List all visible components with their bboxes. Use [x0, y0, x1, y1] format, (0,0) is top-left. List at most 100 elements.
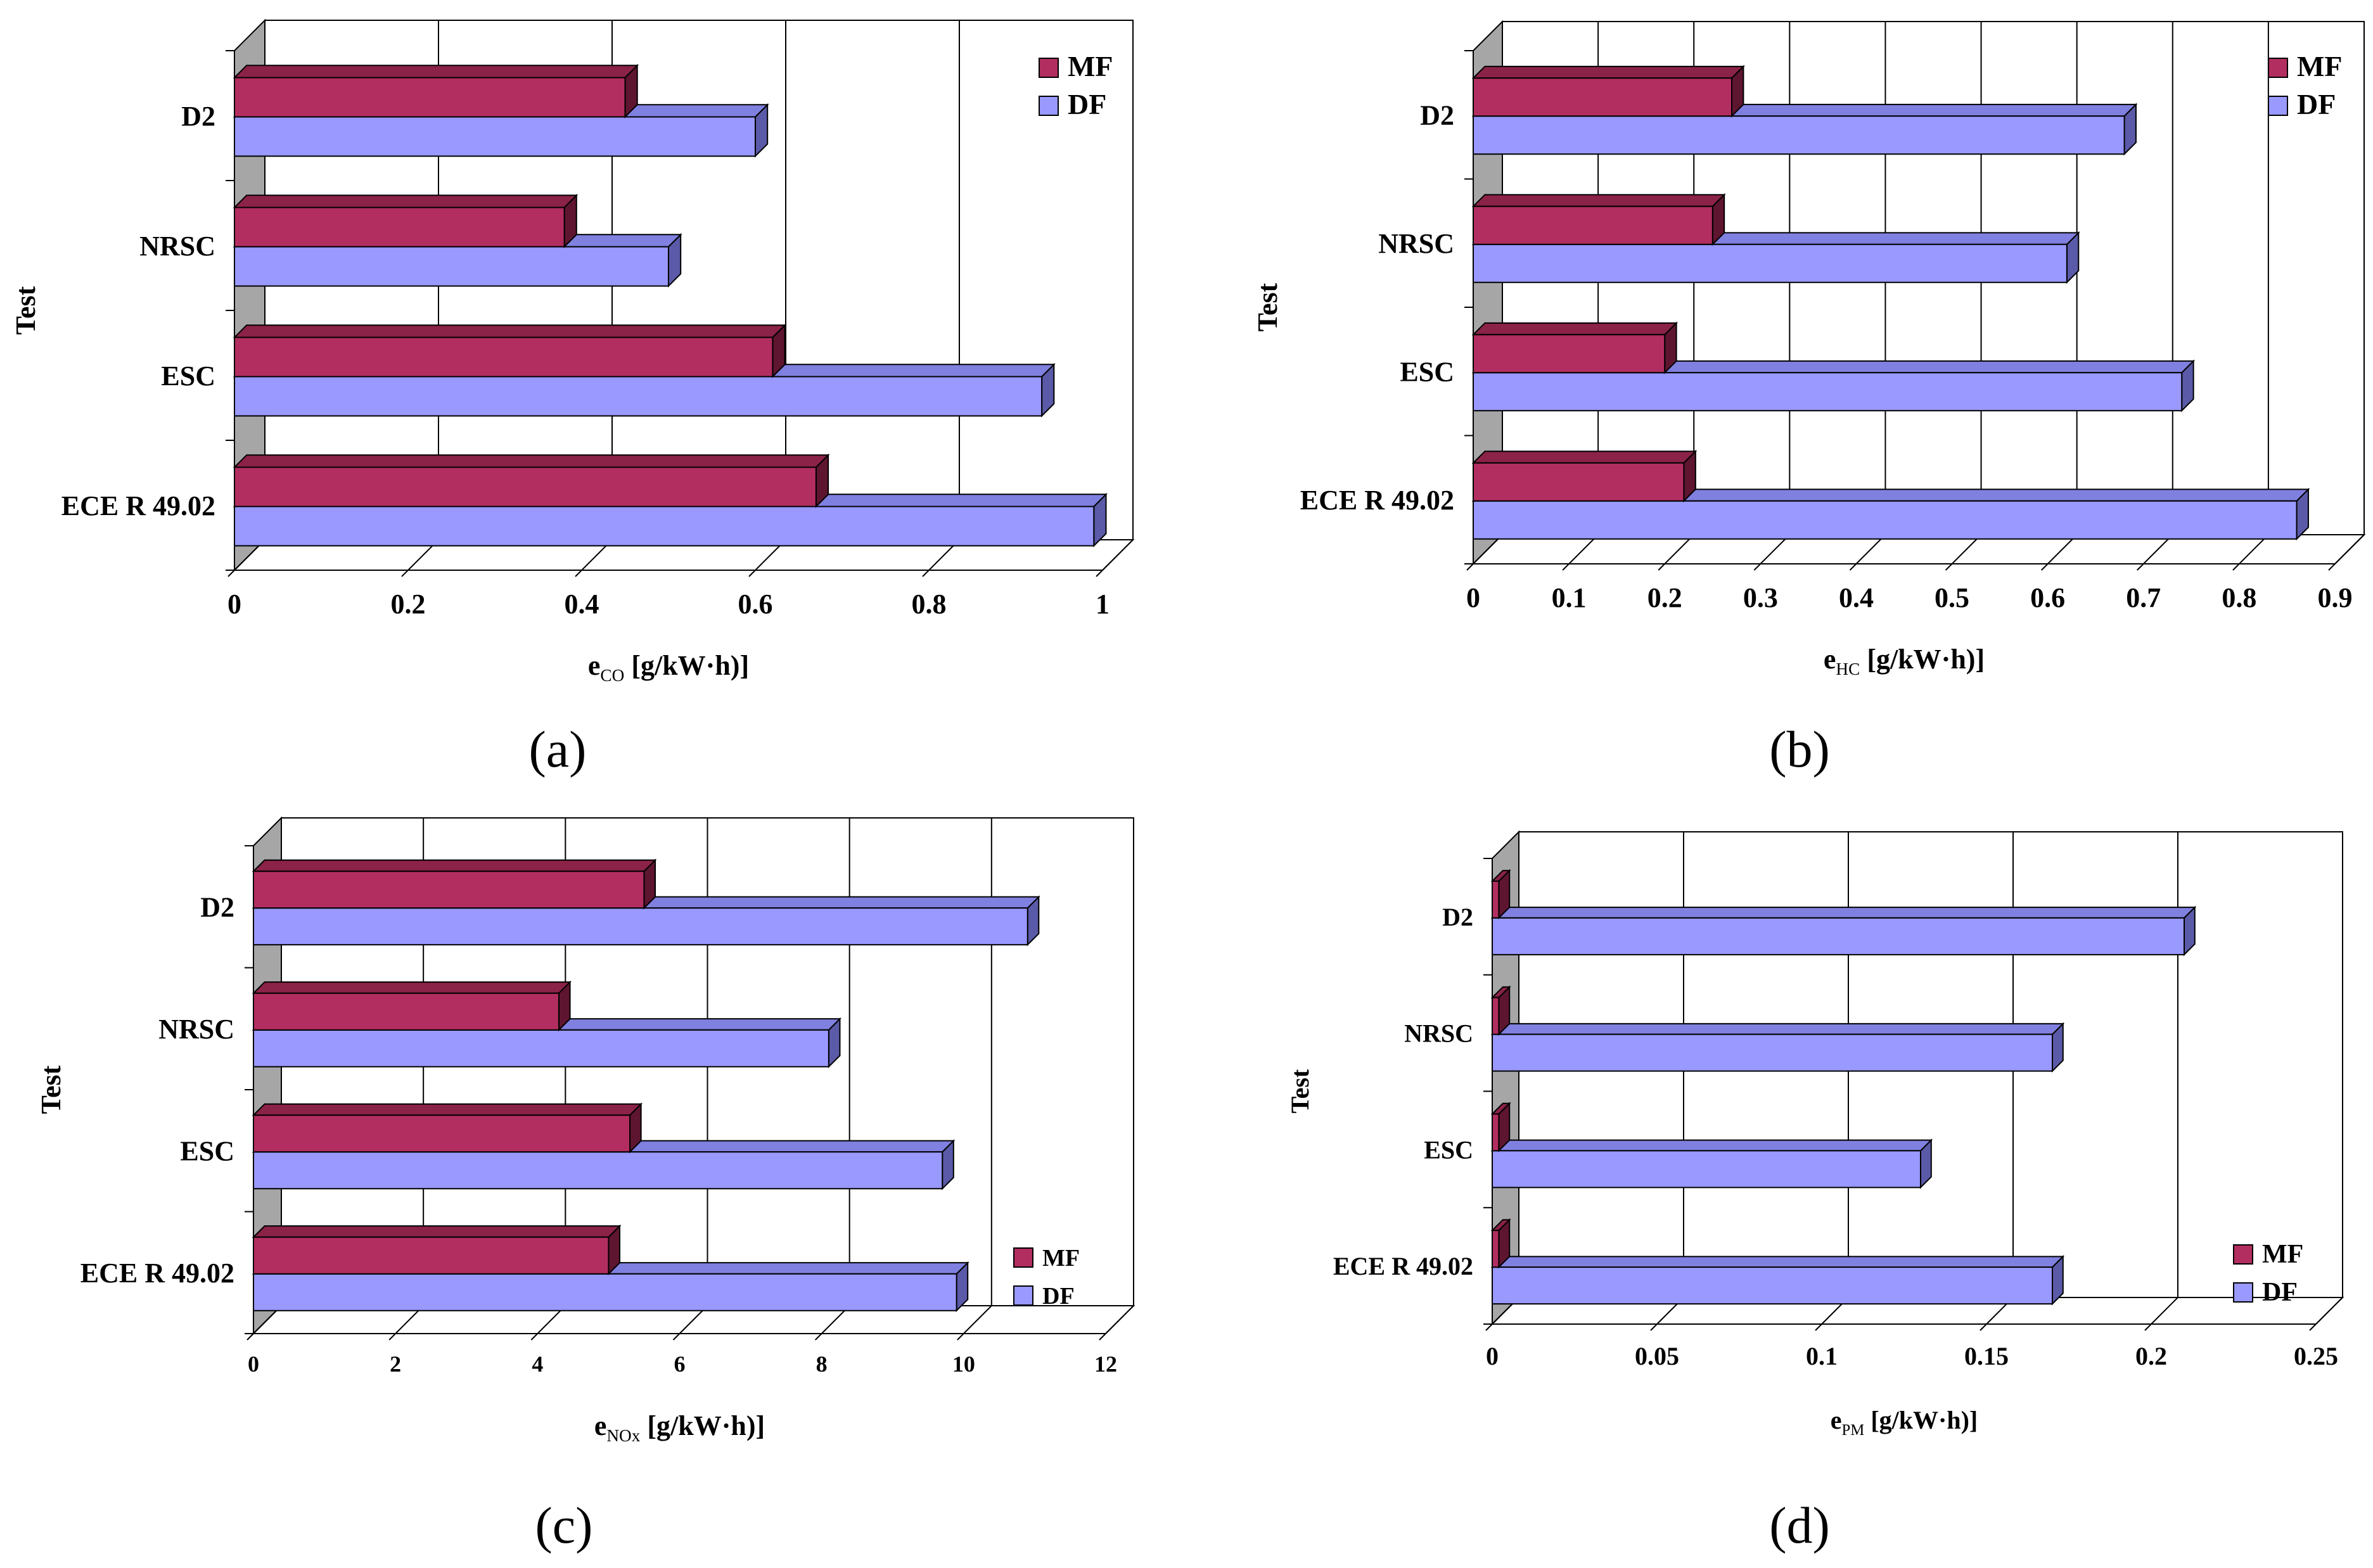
x-tick-label: 0.4 [565, 589, 599, 620]
bar-mf [1471, 449, 1698, 503]
x-tick-mark [1753, 563, 1762, 571]
x-tick-label: 12 [1094, 1351, 1117, 1377]
bar-mf [233, 323, 787, 378]
floor-gridline [2334, 534, 2365, 564]
bar-df-top [1490, 907, 2197, 919]
bar-mf-front [1473, 77, 1732, 117]
x-axis-title-sub: NOx [606, 1426, 640, 1445]
bar-mf-front [234, 77, 626, 118]
legend-label-mf: MF [2262, 1240, 2303, 1269]
bar-mf [252, 980, 572, 1032]
category-label: D2 [200, 892, 234, 923]
bar-df-front [1473, 372, 2183, 412]
bar-df [1471, 487, 2310, 541]
legend-swatch-df [1039, 96, 1059, 116]
bar-mf-front [253, 992, 560, 1031]
bar-mf-top [233, 65, 639, 79]
x-tick-label: 0.6 [738, 589, 773, 620]
bar-df-front [1492, 1150, 1921, 1189]
legend-swatch-mf [2268, 58, 2288, 78]
category-label: NRSC [1378, 228, 1454, 259]
bar-mf-front [1492, 1113, 1500, 1152]
bar-df [1490, 905, 2197, 957]
legend-swatch-mf [1039, 58, 1059, 78]
x-axis-title-unit: [g/kW·h)] [640, 1410, 765, 1441]
x-tick-mark [1980, 1323, 1987, 1331]
x-tick-mark [1945, 563, 1953, 571]
bar-mf [1471, 193, 1726, 246]
x-tick-mark [530, 1333, 539, 1341]
category-label: ESC [1424, 1135, 1473, 1164]
bar-mf-top [233, 324, 787, 338]
bar-mf-top [1471, 194, 1726, 207]
bar-mf-front [234, 207, 565, 248]
bar-df-top [1490, 1256, 2065, 1268]
x-axis-title-main: e [588, 650, 601, 681]
x-tick-label: 0.25 [2294, 1342, 2338, 1370]
bar-mf-top [1471, 322, 1679, 336]
bar-df [252, 1139, 956, 1190]
panel-label: (d) [1769, 1496, 1830, 1554]
x-tick-mark [1849, 563, 1857, 571]
x-axis-title-sub: PM [1842, 1422, 1865, 1439]
x-tick-mark [2232, 563, 2240, 571]
x-axis-title: eCO [g/kW·h)] [588, 650, 749, 685]
x-tick-label: 0.05 [1635, 1342, 1679, 1370]
x-tick-label: 0.4 [1839, 582, 1874, 613]
legend-label-mf: MF [1068, 50, 1113, 82]
category-label: D2 [181, 101, 215, 132]
category-label: D2 [1420, 100, 1454, 131]
bar-mf-front [1473, 462, 1685, 502]
floor-gridline [963, 1305, 992, 1334]
x-tick-label: 6 [674, 1351, 686, 1377]
legend-swatch-df [1013, 1285, 1033, 1306]
x-tick-mark [2309, 1323, 2317, 1331]
y-axis-title: Test [35, 1065, 67, 1114]
category-label: NRSC [139, 231, 215, 262]
x-axis-title-unit: [g/kW·h)] [1864, 1406, 1978, 1434]
x-tick-label: 0.8 [2222, 582, 2256, 613]
bar-mf [252, 1224, 622, 1276]
category-label: NRSC [1404, 1019, 1473, 1048]
bar-mf [233, 193, 579, 248]
bar-df-front [234, 376, 1043, 417]
x-tick-label: 0.8 [912, 589, 947, 620]
x-tick-mark [246, 1333, 254, 1341]
bar-df-front [1492, 1033, 2053, 1072]
x-tick-mark [1096, 570, 1103, 577]
y-axis-title: Test [1252, 283, 1283, 331]
x-tick-label: 0.1 [1552, 582, 1587, 613]
bar-mf-top [1471, 65, 1745, 79]
x-tick-label: 0.2 [2135, 1342, 2167, 1370]
x-tick-label: 0.6 [2030, 582, 2065, 613]
category-label: D2 [1442, 903, 1473, 931]
x-tick-mark [1562, 563, 1570, 571]
bar-df-front [253, 1029, 829, 1068]
x-tick-mark [748, 570, 756, 577]
bar-mf-front [234, 336, 774, 378]
x-tick-mark [2137, 563, 2144, 571]
chart-panel-a: 0 0.2 0.4 0.6 0.8 1 ECE R 49.02 ESC NRSC D2 Test eC… [10, 18, 1135, 778]
x-tick-mark [922, 570, 930, 577]
x-tick-label: 0 [1486, 1342, 1499, 1370]
bar-mf-front [253, 870, 645, 909]
x-tick-mark [1658, 563, 1665, 571]
category-label: ECE R 49.02 [80, 1258, 234, 1289]
bar-df [1490, 1138, 1933, 1189]
bar-df-front [1473, 500, 2298, 540]
bar-mf-top [252, 859, 657, 872]
legend-label-df: DF [1068, 88, 1106, 120]
x-tick-label: 0.5 [1935, 582, 1969, 613]
y-axis-title: Test [10, 286, 41, 335]
bar-mf-front [234, 466, 817, 507]
x-axis-title-sub: CO [600, 666, 624, 685]
x-axis-title-main: e [1831, 1406, 1842, 1434]
x-tick-mark [1099, 1333, 1106, 1341]
floor-gridline [2151, 1297, 2178, 1325]
bar-mf [252, 1102, 643, 1154]
legend-swatch-df [2233, 1282, 2253, 1303]
x-tick-mark [2328, 563, 2336, 571]
x-axis-title-unit: [g/kW·h)] [1860, 644, 1985, 675]
legend-swatch-mf [2233, 1244, 2253, 1265]
x-tick-mark [2144, 1323, 2152, 1331]
